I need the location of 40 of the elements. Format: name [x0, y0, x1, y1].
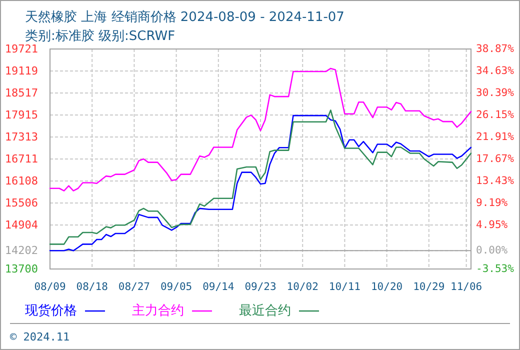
y2-tick-label: 9.19% — [476, 197, 508, 209]
legend-label: 主力合约 — [132, 302, 184, 318]
x-tick-label: 09/23 — [244, 281, 276, 293]
legend-label: 最近合约 — [239, 304, 291, 318]
y2-tick-label: 0.00% — [476, 244, 508, 257]
x-tick-label: 10/29 — [413, 281, 445, 293]
chart-title: 天然橡胶 上海 经销商价格 2024-08-09 - 2024-11-07 — [25, 10, 344, 25]
x-tick-label: 09/14 — [202, 281, 234, 293]
y2-tick-label: 21.91% — [476, 131, 515, 143]
legend-label: 现货价格 — [25, 304, 77, 318]
y2-tick-label: 34.63% — [476, 65, 515, 77]
y-tick-label: 17915 — [4, 108, 38, 122]
y-tick-label: 14202 — [4, 244, 38, 258]
y2-tick-label: -3.53% — [476, 263, 515, 275]
y2-tick-label: 30.39% — [476, 87, 515, 99]
y-tick-label: 14904 — [4, 218, 38, 232]
y-tick-label: 16108 — [4, 174, 38, 188]
x-tick-label: 09/05 — [160, 281, 192, 293]
x-tick-label: 08/09 — [34, 281, 66, 293]
y-tick-label: 19721 — [4, 42, 38, 56]
y-tick-label: 13700 — [4, 262, 38, 276]
y-tick-label: 19119 — [4, 64, 38, 78]
x-tick-label: 10/11 — [328, 281, 361, 293]
text: © 2024.11 — [10, 330, 70, 344]
y2-tick-label: 17.67% — [476, 153, 515, 165]
x-tick-label: 11/06 — [450, 281, 482, 293]
y-tick-label: 18517 — [4, 86, 38, 100]
x-tick-label: 08/18 — [76, 281, 108, 293]
y-tick-label: 17313 — [4, 130, 38, 144]
x-tick-label: 10/20 — [370, 281, 403, 293]
y2-tick-label: 4.95% — [476, 219, 508, 231]
y2-tick-label: 13.43% — [476, 175, 515, 187]
y2-tick-label: 38.87% — [476, 43, 515, 55]
y2-tick-label: 26.15% — [476, 109, 515, 121]
chart-subtitle: 类别:标准胶 级别:SCRWF — [25, 29, 176, 44]
line-series — [49, 68, 472, 192]
x-tick-label: 08/27 — [118, 281, 150, 293]
x-tick-label: 10/02 — [286, 281, 318, 293]
y-tick-label: 16711 — [4, 152, 38, 166]
y-tick-label: 15506 — [4, 196, 38, 210]
